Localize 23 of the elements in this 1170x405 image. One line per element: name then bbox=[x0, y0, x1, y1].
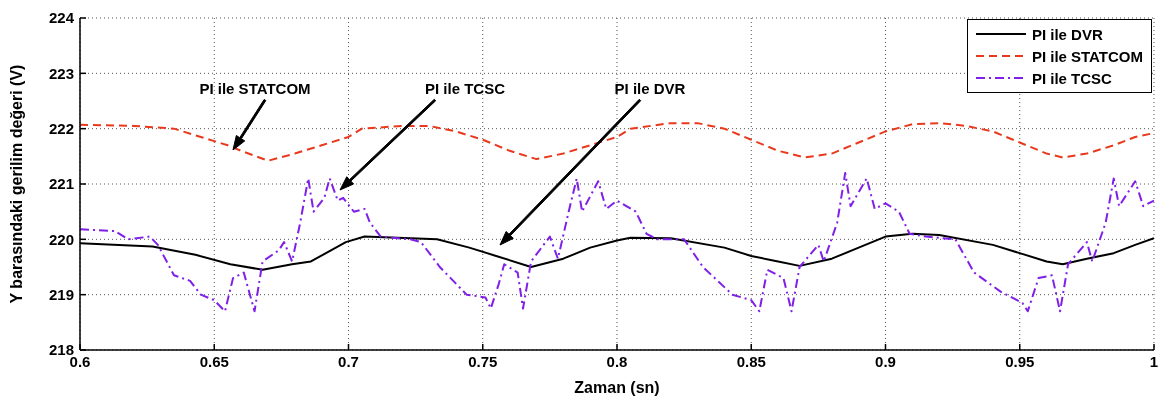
legend-label: PI ile STATCOM bbox=[1031, 47, 1143, 65]
annotation: PI ile STATCOM bbox=[199, 80, 311, 97]
x-tick-label: 0.7 bbox=[338, 352, 359, 370]
x-tick-label: 0.8 bbox=[606, 352, 628, 370]
x-axis-title: Zaman (sn) bbox=[574, 379, 660, 396]
x-tick-label: 0.65 bbox=[199, 352, 229, 370]
y-tick-label: 220 bbox=[48, 230, 74, 248]
x-tick-label: 0.9 bbox=[875, 352, 896, 370]
legend-label: PI ile TCSC bbox=[1031, 69, 1112, 87]
x-tick-label: 1 bbox=[1149, 352, 1159, 370]
y-tick-label: 224 bbox=[48, 9, 75, 27]
annotation: PI ile DVR bbox=[614, 80, 686, 97]
x-tick-label: 0.75 bbox=[468, 352, 498, 370]
x-tick-label: 0.85 bbox=[736, 352, 766, 370]
y-tick-label: 221 bbox=[48, 175, 74, 193]
y-tick-label: 222 bbox=[48, 119, 74, 137]
y-tick-label: 219 bbox=[48, 285, 74, 303]
y-axis-title: Y barasındaki gerilim değeri (V) bbox=[7, 64, 25, 304]
y-tick-label: 223 bbox=[48, 64, 74, 82]
annotation: PI ile TCSC bbox=[424, 80, 506, 97]
x-tick-label: 0.95 bbox=[1005, 352, 1035, 370]
line-series bbox=[80, 171, 1154, 313]
legend-label: PI ile DVR bbox=[1031, 25, 1103, 43]
